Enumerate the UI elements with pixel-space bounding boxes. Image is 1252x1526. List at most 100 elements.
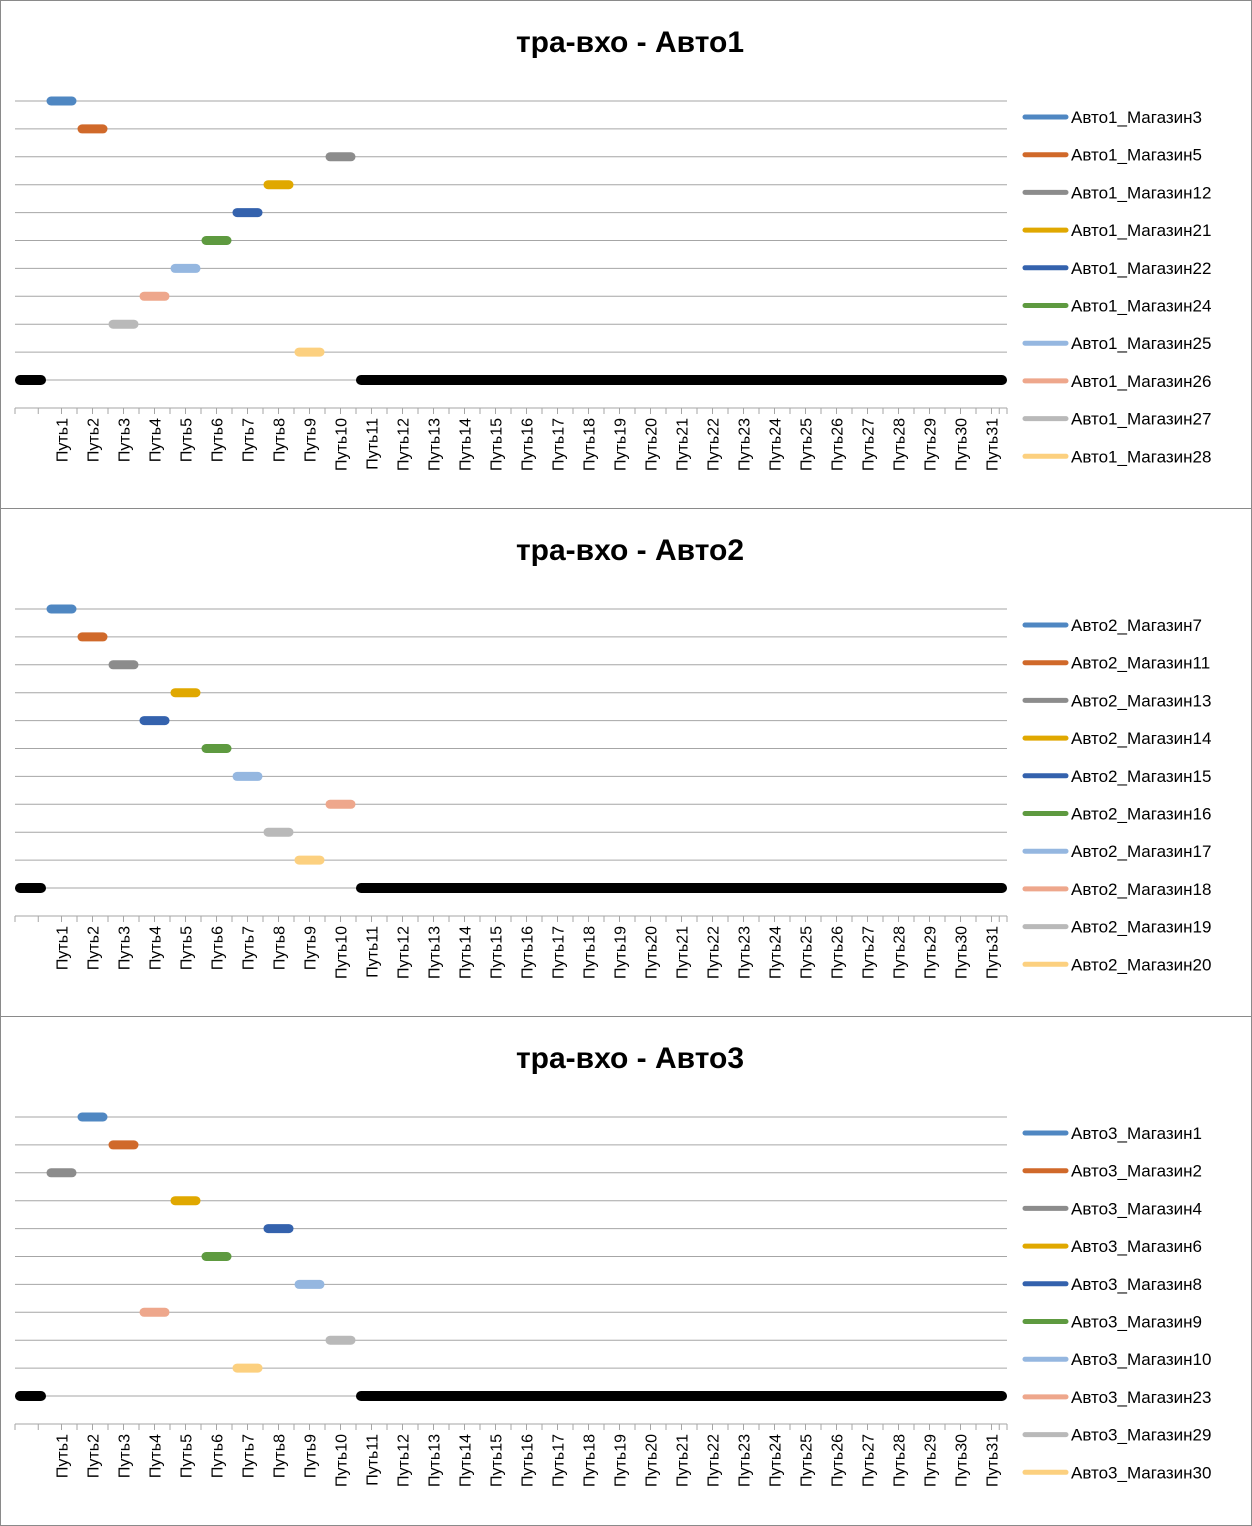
x-tick-label: Путь9 [303,926,320,970]
legend-label: Авто2_Магазин20 [1071,955,1211,974]
x-tick-label: Путь5 [179,926,196,970]
x-tick-label: Путь6 [210,926,227,970]
x-tick-label: Путь20 [644,1434,661,1487]
x-tick-label: Путь2 [86,1434,103,1478]
chart-title: тра-вхо - Авто1 [516,26,744,59]
legend-label: Авто2_Магазин17 [1071,842,1211,861]
legend-label: Авто2_Магазин11 [1071,654,1210,673]
x-tick-label: Путь7 [241,418,258,462]
x-tick-label: Путь22 [706,418,723,471]
x-tick-label: Путь31 [985,418,1002,471]
x-tick-label: Путь4 [148,418,165,462]
chart-title: тра-вхо - Авто2 [516,534,744,567]
legend-label: Авто3_Магазин6 [1071,1237,1202,1256]
legend-label: Авто2_Магазин16 [1071,805,1211,824]
x-tick-label: Путь21 [675,1434,692,1487]
x-tick-label: Путь23 [737,1434,754,1487]
x-tick-label: Путь15 [489,926,506,979]
x-tick-label: Путь19 [613,1434,630,1487]
x-tick-label: Путь3 [117,926,134,970]
x-tick-label: Путь28 [892,926,909,979]
x-tick-label: Путь27 [861,926,878,979]
x-tick-label: Путь23 [737,926,754,979]
x-tick-label: Путь31 [985,926,1002,979]
x-tick-label: Путь26 [830,418,847,471]
x-tick-label: Путь13 [427,926,444,979]
x-tick-label: Путь26 [830,926,847,979]
x-tick-label: Путь1 [55,926,72,970]
x-tick-label: Путь30 [954,418,971,471]
legend-label: Авто2_Магазин18 [1071,880,1211,899]
legend-label: Авто2_Магазин19 [1071,918,1211,937]
x-tick-label: Путь16 [520,1434,537,1487]
x-tick-label: Путь27 [861,418,878,471]
x-tick-label: Путь24 [768,418,785,471]
x-tick-label: Путь18 [582,926,599,979]
legend-label: Авто1_Магазин5 [1071,146,1202,165]
x-tick-label: Путь13 [427,418,444,471]
legend-label: Авто1_Магазин25 [1071,334,1211,353]
x-tick-label: Путь10 [334,926,351,979]
legend-label: Авто3_Магазин30 [1071,1463,1211,1482]
legend-label: Авто3_Магазин2 [1071,1162,1202,1181]
x-tick-label: Путь25 [799,418,816,471]
x-tick-label: Путь25 [799,926,816,979]
legend-label: Авто2_Магазин14 [1071,729,1211,748]
x-tick-label: Путь19 [613,926,630,979]
x-tick-label: Путь29 [923,418,940,471]
x-tick-label: Путь19 [613,418,630,471]
legend-label: Авто1_Магазин3 [1071,108,1202,127]
x-tick-label: Путь16 [520,926,537,979]
x-tick-label: Путь24 [768,926,785,979]
legend-label: Авто1_Магазин27 [1071,410,1211,429]
x-tick-label: Путь21 [675,926,692,979]
legend-label: Авто3_Магазин1 [1071,1124,1202,1143]
x-tick-label: Путь30 [954,926,971,979]
legend-label: Авто3_Магазин4 [1071,1199,1202,1218]
chart-title: тра-вхо - Авто3 [516,1042,744,1075]
x-tick-label: Путь12 [396,1434,413,1487]
x-tick-label: Путь11 [365,418,382,470]
x-tick-label: Путь8 [272,926,289,970]
x-tick-label: Путь11 [365,926,382,978]
x-tick-label: Путь26 [830,1434,847,1487]
legend-label: Авто3_Магазин23 [1071,1388,1211,1407]
x-tick-label: Путь20 [644,926,661,979]
x-tick-label: Путь13 [427,1434,444,1487]
x-tick-label: Путь23 [737,418,754,471]
x-tick-label: Путь21 [675,418,692,471]
x-tick-label: Путь12 [396,926,413,979]
x-tick-label: Путь9 [303,1434,320,1478]
legend-label: Авто1_Магазин24 [1071,297,1211,316]
x-tick-label: Путь17 [551,926,568,979]
legend-label: Авто3_Магазин10 [1071,1350,1211,1369]
x-tick-label: Путь8 [272,418,289,462]
legend-label: Авто1_Магазин12 [1071,183,1211,202]
x-tick-label: Путь22 [706,926,723,979]
x-tick-label: Путь17 [551,418,568,471]
legend-label: Авто1_Магазин21 [1071,221,1211,240]
x-tick-label: Путь10 [334,418,351,471]
x-tick-label: Путь29 [923,926,940,979]
x-tick-label: Путь14 [458,1434,475,1487]
x-tick-label: Путь28 [892,1434,909,1487]
x-tick-label: Путь10 [334,1434,351,1487]
x-tick-label: Путь9 [303,418,320,462]
x-tick-label: Путь20 [644,418,661,471]
x-tick-label: Путь5 [179,418,196,462]
legend-label: Авто2_Магазин15 [1071,767,1211,786]
x-tick-label: Путь27 [861,1434,878,1487]
x-tick-label: Путь30 [954,1434,971,1487]
x-tick-label: Путь17 [551,1434,568,1487]
x-tick-label: Путь15 [489,1434,506,1487]
x-tick-label: Путь31 [985,1434,1002,1487]
x-tick-label: Путь25 [799,1434,816,1487]
x-tick-label: Путь29 [923,1434,940,1487]
x-tick-label: Путь8 [272,1434,289,1478]
x-tick-label: Путь14 [458,926,475,979]
chart-panel: тра-вхо - Авто1 Путь1 Путь2 Путь3 Путь4 Путь5… [0,0,1252,509]
legend-label: Авто3_Магазин9 [1071,1313,1202,1332]
x-tick-label: Путь24 [768,1434,785,1487]
